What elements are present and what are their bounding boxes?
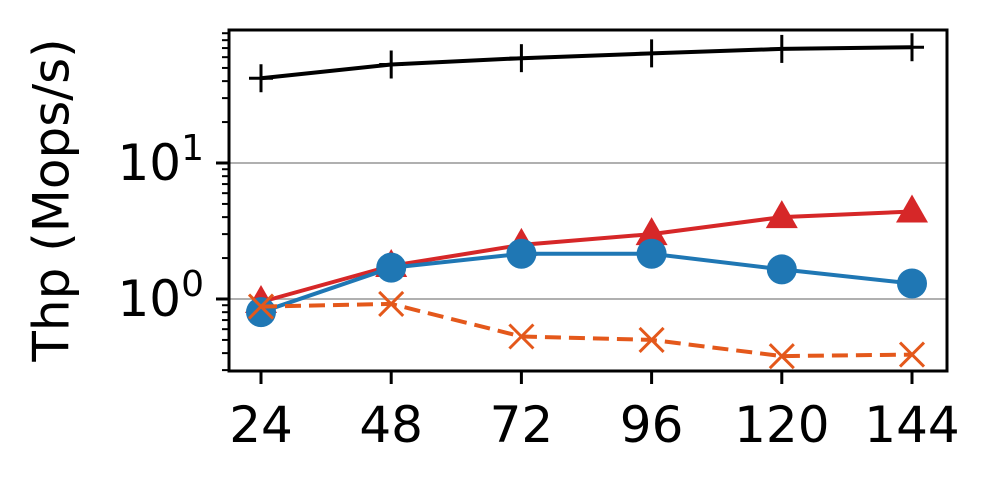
series-3-marker xyxy=(506,238,537,269)
y-axis: 100 101 xyxy=(117,32,229,372)
series-2-marker xyxy=(635,217,668,246)
x-tick-label: 120 xyxy=(734,396,829,454)
series-2-marker xyxy=(765,200,798,229)
series-4-marker xyxy=(378,290,405,317)
series-4-marker xyxy=(638,326,665,354)
series-3-marker xyxy=(246,297,276,328)
series-1-marker xyxy=(900,33,924,62)
x-marker-b xyxy=(768,343,795,370)
series-2-marker xyxy=(896,194,928,223)
y-tick-label: 100 xyxy=(117,264,204,328)
series-4-marker xyxy=(768,343,795,370)
series-3-marker xyxy=(897,268,927,299)
x-tick-label: 48 xyxy=(359,396,423,454)
y-axis-label: Thp (Mops/s) xyxy=(23,38,81,362)
series-4-marker xyxy=(247,293,275,320)
x-tick-label: 24 xyxy=(229,396,293,454)
x-marker-b xyxy=(898,341,926,368)
x-marker-b xyxy=(247,293,275,320)
series-3-marker xyxy=(636,238,667,269)
x-marker-b xyxy=(378,290,405,317)
series-1-marker xyxy=(249,64,273,93)
series-2-line xyxy=(260,209,913,304)
series-1-line xyxy=(260,45,913,81)
series-3-marker xyxy=(766,254,797,285)
grid-lines xyxy=(229,162,947,300)
series-1-marker xyxy=(639,39,664,68)
y-tick-label: 101 xyxy=(117,128,204,192)
x-axis: 24 48 72 96 120 144 xyxy=(229,371,960,454)
series-3-marker xyxy=(376,252,407,283)
x-marker-b xyxy=(508,323,535,350)
series-4-marker xyxy=(898,341,926,368)
x-marker-b xyxy=(638,326,665,354)
plot-frame xyxy=(227,28,949,373)
series-1-marker xyxy=(379,50,404,79)
series-1-marker xyxy=(509,44,534,73)
series-4-line xyxy=(260,301,913,359)
series-4-marker xyxy=(508,323,535,350)
series-layer xyxy=(245,33,928,370)
x-tick-label: 144 xyxy=(864,396,959,454)
x-tick-label: 96 xyxy=(620,396,684,454)
series-1-marker xyxy=(769,34,794,63)
x-tick-label: 72 xyxy=(490,396,554,454)
series-3-line xyxy=(260,251,913,315)
